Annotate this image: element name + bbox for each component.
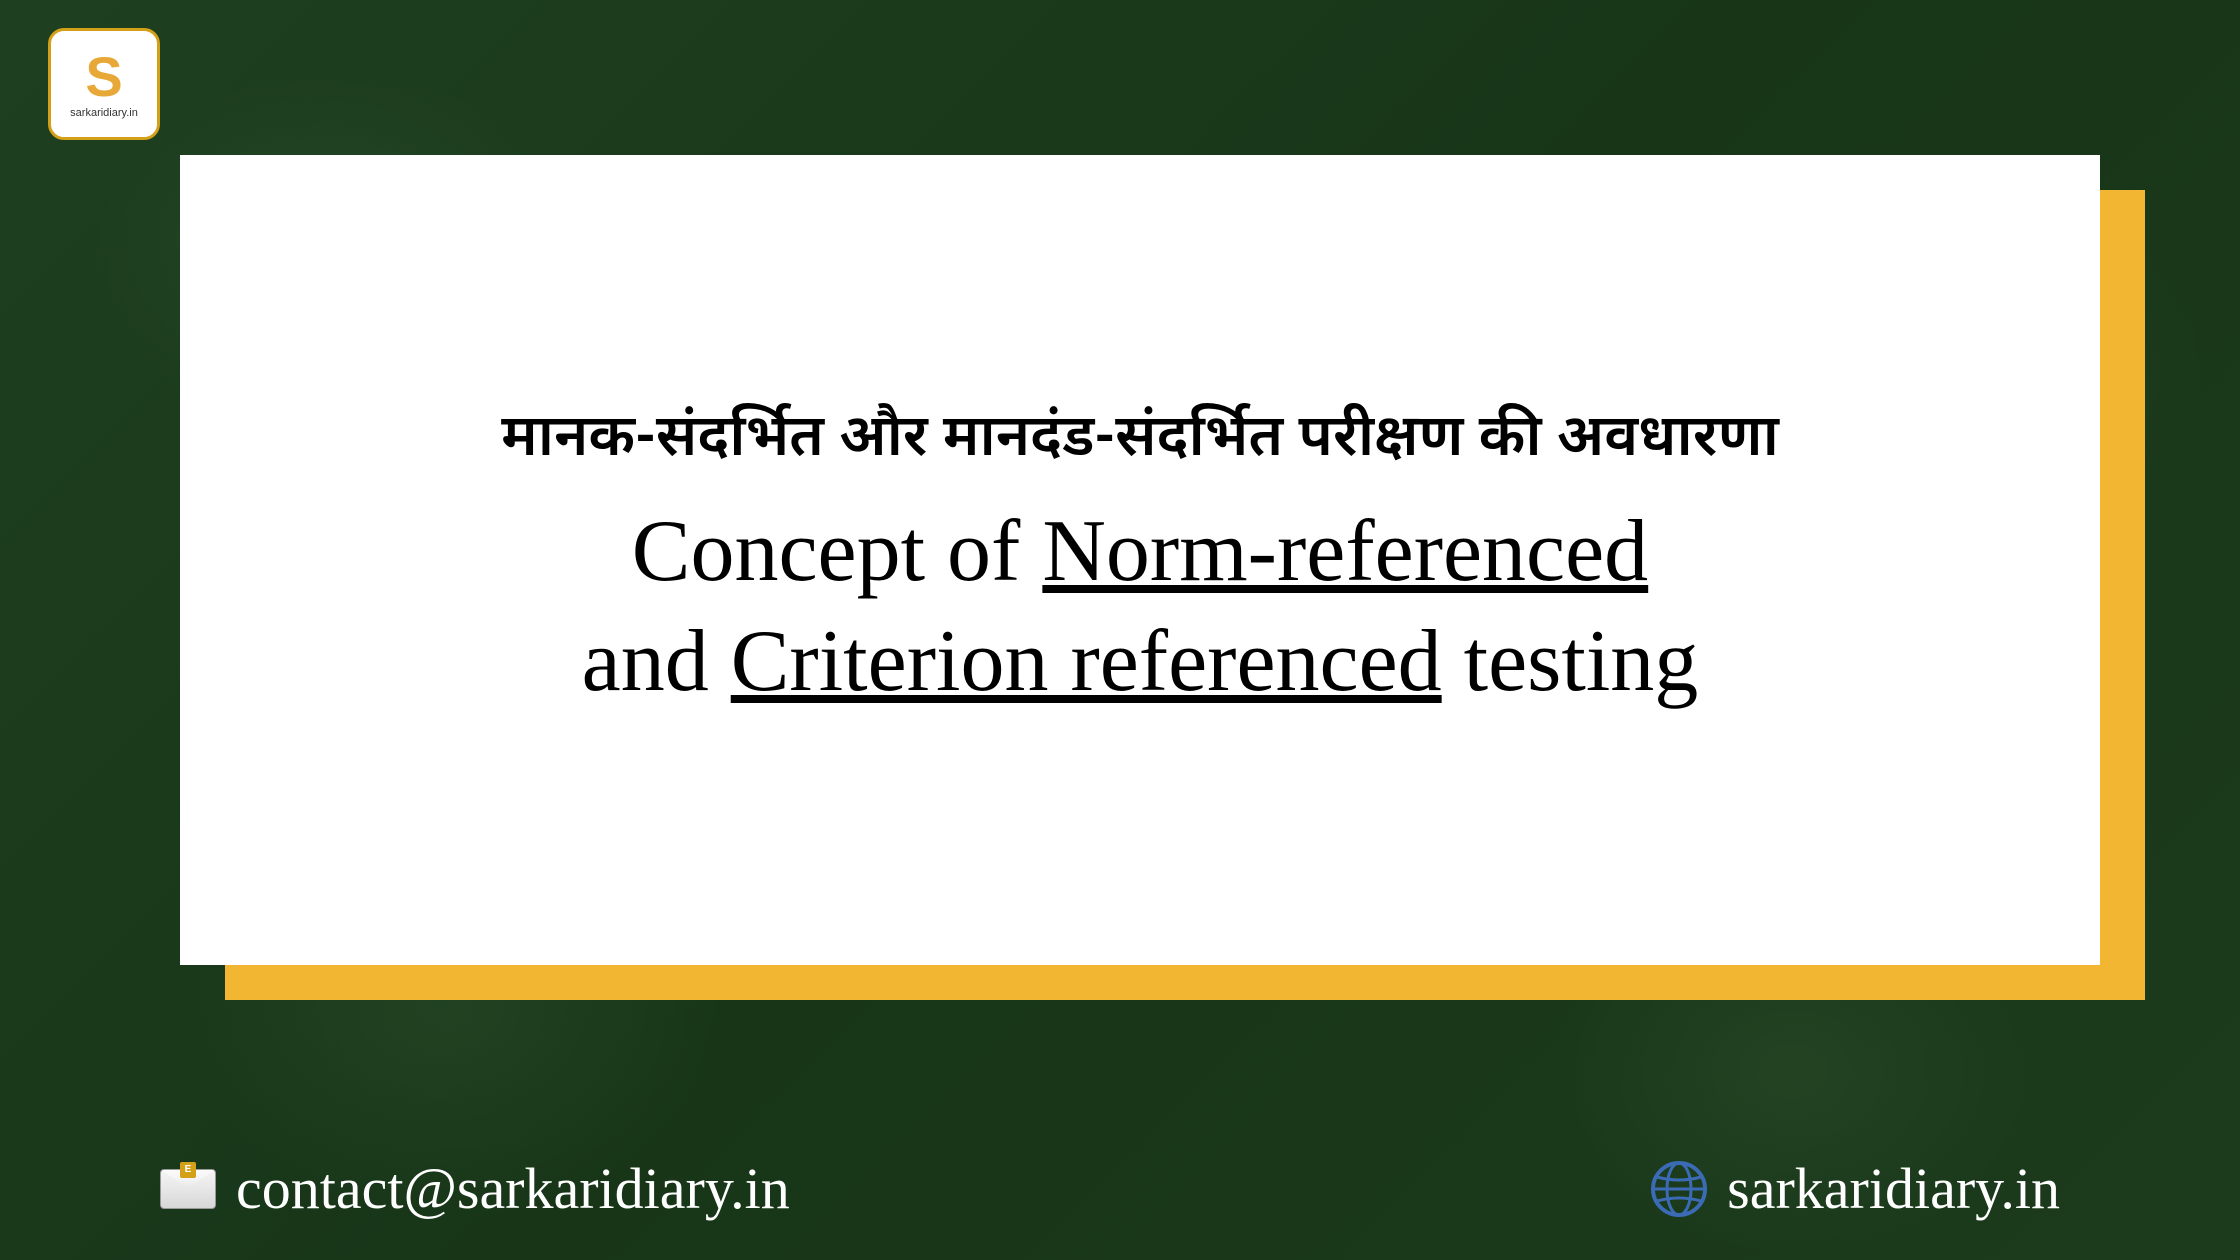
title-line1-underlined: Norm-referenced	[1042, 503, 1648, 600]
title-line1-prefix: Concept of	[632, 503, 1043, 600]
globe-icon	[1651, 1161, 1707, 1217]
hindi-title: मानक-संदर्भित और मानदंड-संदर्भित परीक्षण…	[501, 403, 1779, 479]
brand-logo: S sarkaridiary.in	[48, 28, 160, 140]
footer: E contact@sarkaridiary.in sarkaridiary.i…	[0, 1155, 2240, 1222]
title-card: मानक-संदर्भित और मानदंड-संदर्भित परीक्षण…	[180, 155, 2100, 965]
title-line2-underlined: Criterion referenced	[731, 613, 1442, 710]
website-text: sarkaridiary.in	[1727, 1155, 2060, 1222]
english-title: Concept of Norm-referenced and Criterion…	[582, 497, 1699, 717]
title-line2-suffix: testing	[1442, 613, 1699, 710]
logo-letter: S	[85, 49, 122, 105]
mail-icon: E	[160, 1169, 216, 1209]
contact-website-block: sarkaridiary.in	[1651, 1155, 2060, 1222]
logo-label: sarkaridiary.in	[70, 107, 138, 119]
contact-email-block: E contact@sarkaridiary.in	[160, 1155, 790, 1222]
title-line2-prefix: and	[582, 613, 731, 710]
mail-badge: E	[180, 1162, 196, 1178]
email-text: contact@sarkaridiary.in	[236, 1155, 790, 1222]
